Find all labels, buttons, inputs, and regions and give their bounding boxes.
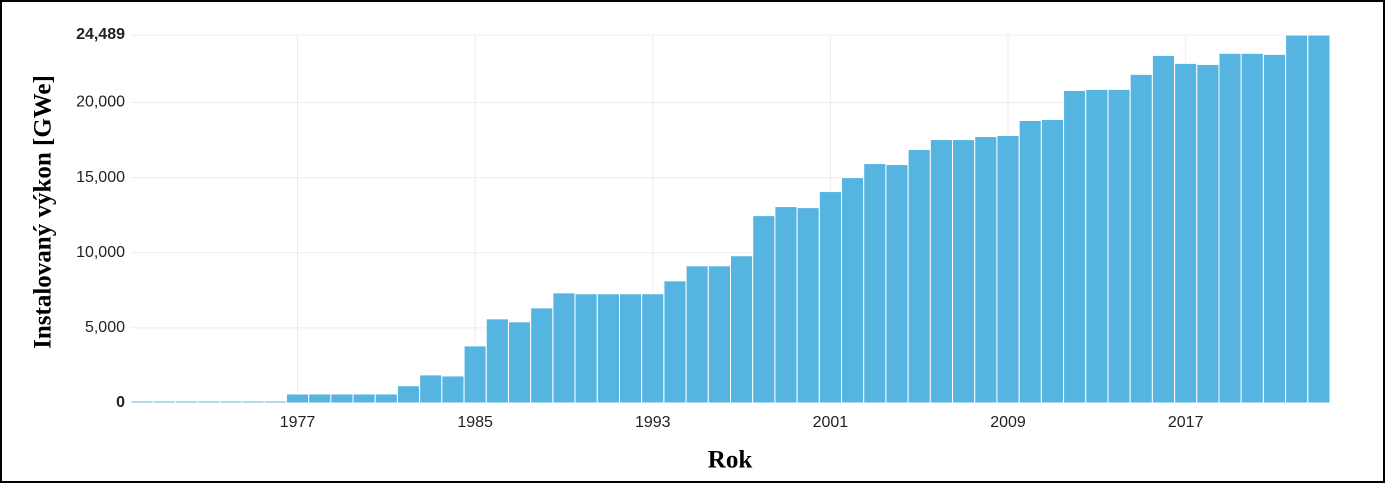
bar bbox=[308, 393, 332, 404]
bar bbox=[574, 293, 598, 404]
bar bbox=[841, 177, 865, 404]
bar bbox=[419, 374, 443, 404]
bar bbox=[485, 318, 509, 404]
bar bbox=[1218, 52, 1242, 404]
bar bbox=[707, 265, 732, 404]
bar bbox=[1240, 52, 1264, 404]
bar bbox=[1040, 118, 1065, 404]
y-axis-title: Instalovaný výkon [GWe] bbox=[30, 75, 57, 349]
bar bbox=[1307, 34, 1331, 404]
x-tick-label: 1977 bbox=[280, 414, 316, 431]
bar bbox=[818, 191, 843, 404]
bar bbox=[285, 393, 310, 404]
bar bbox=[996, 135, 1020, 404]
bar bbox=[1285, 34, 1309, 404]
bar bbox=[241, 400, 265, 404]
bar bbox=[507, 321, 532, 404]
bar bbox=[907, 148, 931, 404]
bar bbox=[330, 393, 354, 404]
bar bbox=[463, 345, 487, 404]
bar bbox=[596, 293, 620, 404]
bar bbox=[685, 265, 709, 404]
bar bbox=[152, 400, 176, 404]
bar bbox=[130, 400, 154, 404]
y-tick-label: 5,000 bbox=[85, 319, 125, 336]
bar bbox=[730, 255, 754, 404]
x-tick-label: 1985 bbox=[457, 414, 493, 431]
y-tick-label: 15,000 bbox=[76, 169, 125, 186]
bar bbox=[396, 385, 421, 404]
bar bbox=[618, 293, 643, 404]
bar bbox=[1262, 53, 1287, 404]
bar bbox=[752, 215, 776, 404]
y-tick-label: 20,000 bbox=[76, 94, 125, 111]
bar bbox=[641, 293, 665, 404]
bar bbox=[263, 400, 287, 404]
bar bbox=[1107, 88, 1131, 404]
bar bbox=[974, 136, 998, 404]
bar bbox=[219, 400, 243, 404]
bar bbox=[663, 280, 687, 404]
bar bbox=[441, 375, 465, 404]
bar bbox=[863, 163, 887, 404]
bar bbox=[1063, 89, 1087, 404]
bar bbox=[796, 207, 820, 404]
x-tick-label: 2009 bbox=[990, 414, 1026, 431]
y-tick-label: 0 bbox=[116, 394, 125, 411]
x-tick-label: 2001 bbox=[813, 414, 849, 431]
bar bbox=[174, 400, 199, 404]
bar bbox=[530, 307, 554, 404]
bar bbox=[1196, 63, 1220, 404]
bar bbox=[374, 393, 398, 404]
bar bbox=[929, 139, 954, 404]
bar bbox=[1151, 54, 1176, 404]
x-tick-label: 1993 bbox=[635, 414, 671, 431]
bar bbox=[1018, 119, 1042, 404]
y-tick-label: 10,000 bbox=[76, 244, 125, 261]
y-tick-label: 24,489 bbox=[76, 26, 125, 43]
x-tick-label: 2017 bbox=[1168, 414, 1204, 431]
x-axis-title: Rok bbox=[708, 447, 753, 474]
bar bbox=[1085, 88, 1109, 404]
bar bbox=[885, 164, 909, 404]
bar bbox=[774, 206, 798, 404]
bar bbox=[552, 292, 576, 404]
bar bbox=[352, 393, 376, 404]
bar bbox=[1129, 73, 1153, 404]
bar bbox=[197, 400, 221, 404]
bar bbox=[952, 139, 976, 404]
bar bbox=[1174, 62, 1198, 404]
